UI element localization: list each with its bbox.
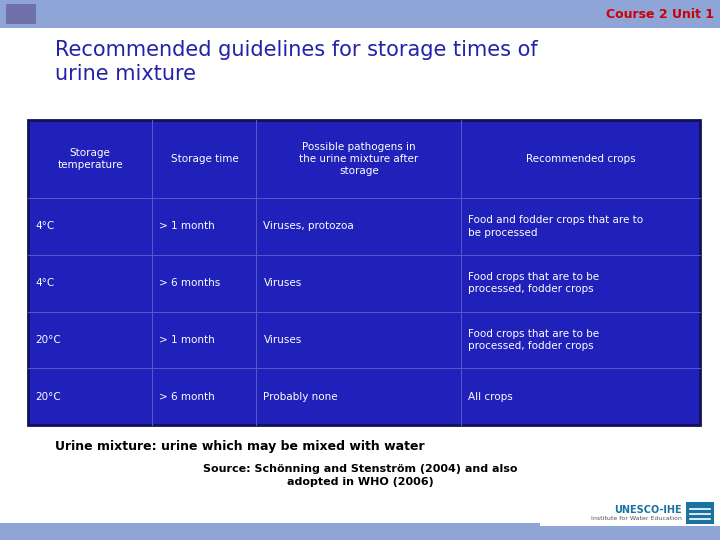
Text: Urine mixture: urine which may be mixed with water: Urine mixture: urine which may be mixed …: [55, 440, 425, 453]
Bar: [0, 526, 720, 540]
Bar: [6, 4, 36, 24]
Text: Probably none: Probably none: [264, 392, 338, 402]
Text: All crops: All crops: [469, 392, 513, 402]
Text: Food and fodder crops that are to
be processed: Food and fodder crops that are to be pro…: [469, 215, 644, 238]
Text: Institute for Water Education: Institute for Water Education: [591, 516, 682, 521]
Text: Viruses, protozoa: Viruses, protozoa: [264, 221, 354, 231]
Bar: [0, 523, 540, 526]
Text: Food crops that are to be
processed, fodder crops: Food crops that are to be processed, fod…: [469, 329, 600, 351]
Bar: [0, 0, 720, 28]
Text: Recommended guidelines for storage times of
urine mixture: Recommended guidelines for storage times…: [55, 40, 538, 84]
Bar: [686, 502, 714, 524]
Text: Storage
temperature: Storage temperature: [58, 148, 123, 170]
Text: UNESCO-IHE: UNESCO-IHE: [614, 505, 682, 515]
Text: > 6 months: > 6 months: [159, 278, 220, 288]
Text: > 6 month: > 6 month: [159, 392, 215, 402]
Text: 20°C: 20°C: [35, 335, 60, 345]
Text: Viruses: Viruses: [264, 335, 302, 345]
Text: Food crops that are to be
processed, fodder crops: Food crops that are to be processed, fod…: [469, 272, 600, 294]
Text: Recommended crops: Recommended crops: [526, 154, 636, 164]
Text: 4°C: 4°C: [35, 221, 54, 231]
Text: Possible pathogens in
the urine mixture after
storage: Possible pathogens in the urine mixture …: [300, 141, 418, 177]
Text: Source: Schönning and Stenström (2004) and also
adopted in WHO (2006): Source: Schönning and Stenström (2004) a…: [203, 464, 517, 487]
Text: Viruses: Viruses: [264, 278, 302, 288]
Text: 20°C: 20°C: [35, 392, 60, 402]
Bar: [28, 120, 700, 425]
Text: Course 2 Unit 1: Course 2 Unit 1: [606, 8, 714, 21]
Text: Storage time: Storage time: [171, 154, 238, 164]
Text: > 1 month: > 1 month: [159, 221, 215, 231]
Text: > 1 month: > 1 month: [159, 335, 215, 345]
Text: 4°C: 4°C: [35, 278, 54, 288]
